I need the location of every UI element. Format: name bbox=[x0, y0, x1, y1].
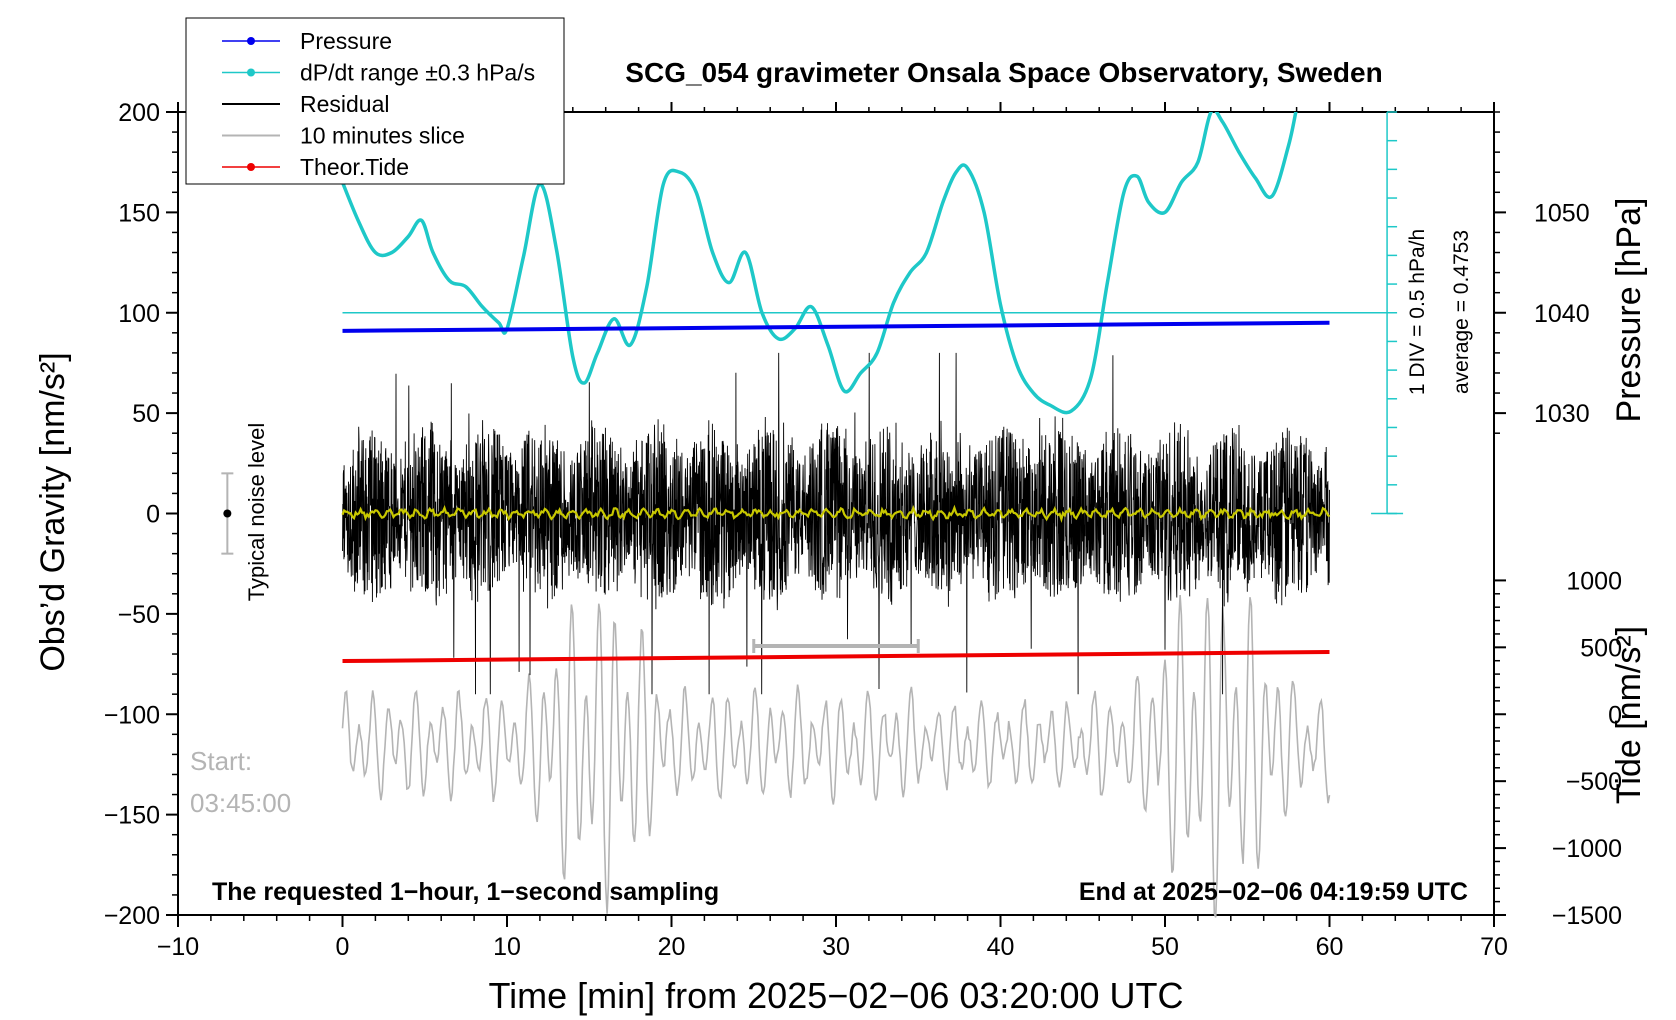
tide-tick-label: −1000 bbox=[1552, 835, 1622, 863]
start-label: Start: bbox=[190, 746, 252, 776]
legend-frame bbox=[185, 17, 565, 185]
start-time: 03:45:00 bbox=[190, 788, 291, 818]
y-tick-label: −150 bbox=[104, 802, 160, 830]
legend-label: Theor.Tide bbox=[300, 154, 409, 180]
scale-average-label: average = 0.4753 bbox=[1450, 230, 1473, 394]
pressure-tick-label: 1030 bbox=[1534, 400, 1590, 428]
y-tick-label: 50 bbox=[132, 400, 160, 428]
footer-left-label: The requested 1−hour, 1−second sampling bbox=[212, 878, 719, 906]
legend-items: Pressure dP/dt range ±0.3 hPa/s Residual 10… bbox=[222, 28, 535, 180]
tide-tick-label: 500 bbox=[1580, 634, 1622, 662]
pressure-tick-label: 1040 bbox=[1534, 300, 1590, 328]
legend-label: dP/dt range ±0.3 hPa/s bbox=[300, 60, 535, 86]
legend-marker bbox=[247, 68, 255, 77]
y-tick-label: 0 bbox=[146, 501, 160, 529]
pressure-axis-label: Pressure [hPa] bbox=[1610, 198, 1648, 423]
residual-line bbox=[342, 352, 1330, 695]
legend-marker bbox=[247, 163, 255, 171]
x-axis-label: Time [min] from 2025−02−06 03:20:00 UTC bbox=[488, 975, 1183, 1016]
y-axis-label: Obs’d Gravity [nm/s²] bbox=[34, 352, 72, 671]
y-tick-label: 150 bbox=[118, 199, 160, 227]
axes: −10 0 10 20 30 40 50 60 70200150100500−50−100−15… bbox=[104, 99, 1622, 961]
tide-tick-label: −1500 bbox=[1552, 902, 1622, 930]
x-tick-label: 50 bbox=[1151, 933, 1179, 961]
pressure-tick-label: 1050 bbox=[1534, 199, 1590, 227]
x-tick-label: 0 bbox=[336, 933, 350, 961]
y-tick-label: 100 bbox=[118, 300, 160, 328]
x-tick-label: 20 bbox=[658, 933, 686, 961]
scale-div-label: 1 DIV = 0.5 hPa/h bbox=[1406, 229, 1429, 395]
tide-tick-label: 0 bbox=[1608, 701, 1622, 729]
y-tick-label: 200 bbox=[118, 99, 160, 127]
pressure-line bbox=[342, 320, 1330, 333]
legend-marker bbox=[247, 37, 255, 45]
slice-line bbox=[341, 595, 1331, 918]
footer-right-label: End at 2025−02−06 04:19:59 UTC bbox=[1079, 878, 1468, 906]
noise-bar-center-dot bbox=[223, 509, 232, 518]
noise-level-label: Typical noise level bbox=[244, 423, 269, 602]
legend-label: 10 minutes slice bbox=[300, 123, 465, 149]
x-tick-label: 30 bbox=[822, 933, 850, 961]
filtered-residual-line bbox=[341, 504, 1331, 523]
tide-axis-label: Tide [nm/s²] bbox=[1610, 626, 1648, 804]
x-tick-label: 10 bbox=[493, 933, 521, 961]
y-tick-label: −50 bbox=[118, 601, 160, 629]
legend-label: Pressure bbox=[300, 28, 392, 54]
x-tick-label: 40 bbox=[987, 933, 1015, 961]
series-layer bbox=[221, 111, 1404, 918]
x-tick-label: 70 bbox=[1480, 933, 1508, 961]
legend: Pressure dP/dt range ±0.3 hPa/s Residual 10… bbox=[185, 17, 565, 185]
legend-label: Residual bbox=[300, 91, 390, 117]
tide-line bbox=[342, 650, 1330, 664]
chart-title: SCG_054 gravimeter Onsala Space Observat… bbox=[625, 57, 1382, 88]
x-tick-label: −10 bbox=[157, 933, 199, 961]
y-tick-label: −100 bbox=[104, 701, 160, 729]
x-tick-label: 60 bbox=[1316, 933, 1344, 961]
y-tick-label: −200 bbox=[104, 902, 160, 930]
tide-tick-label: 1000 bbox=[1566, 567, 1622, 595]
tide-tick-label: −500 bbox=[1566, 768, 1622, 796]
